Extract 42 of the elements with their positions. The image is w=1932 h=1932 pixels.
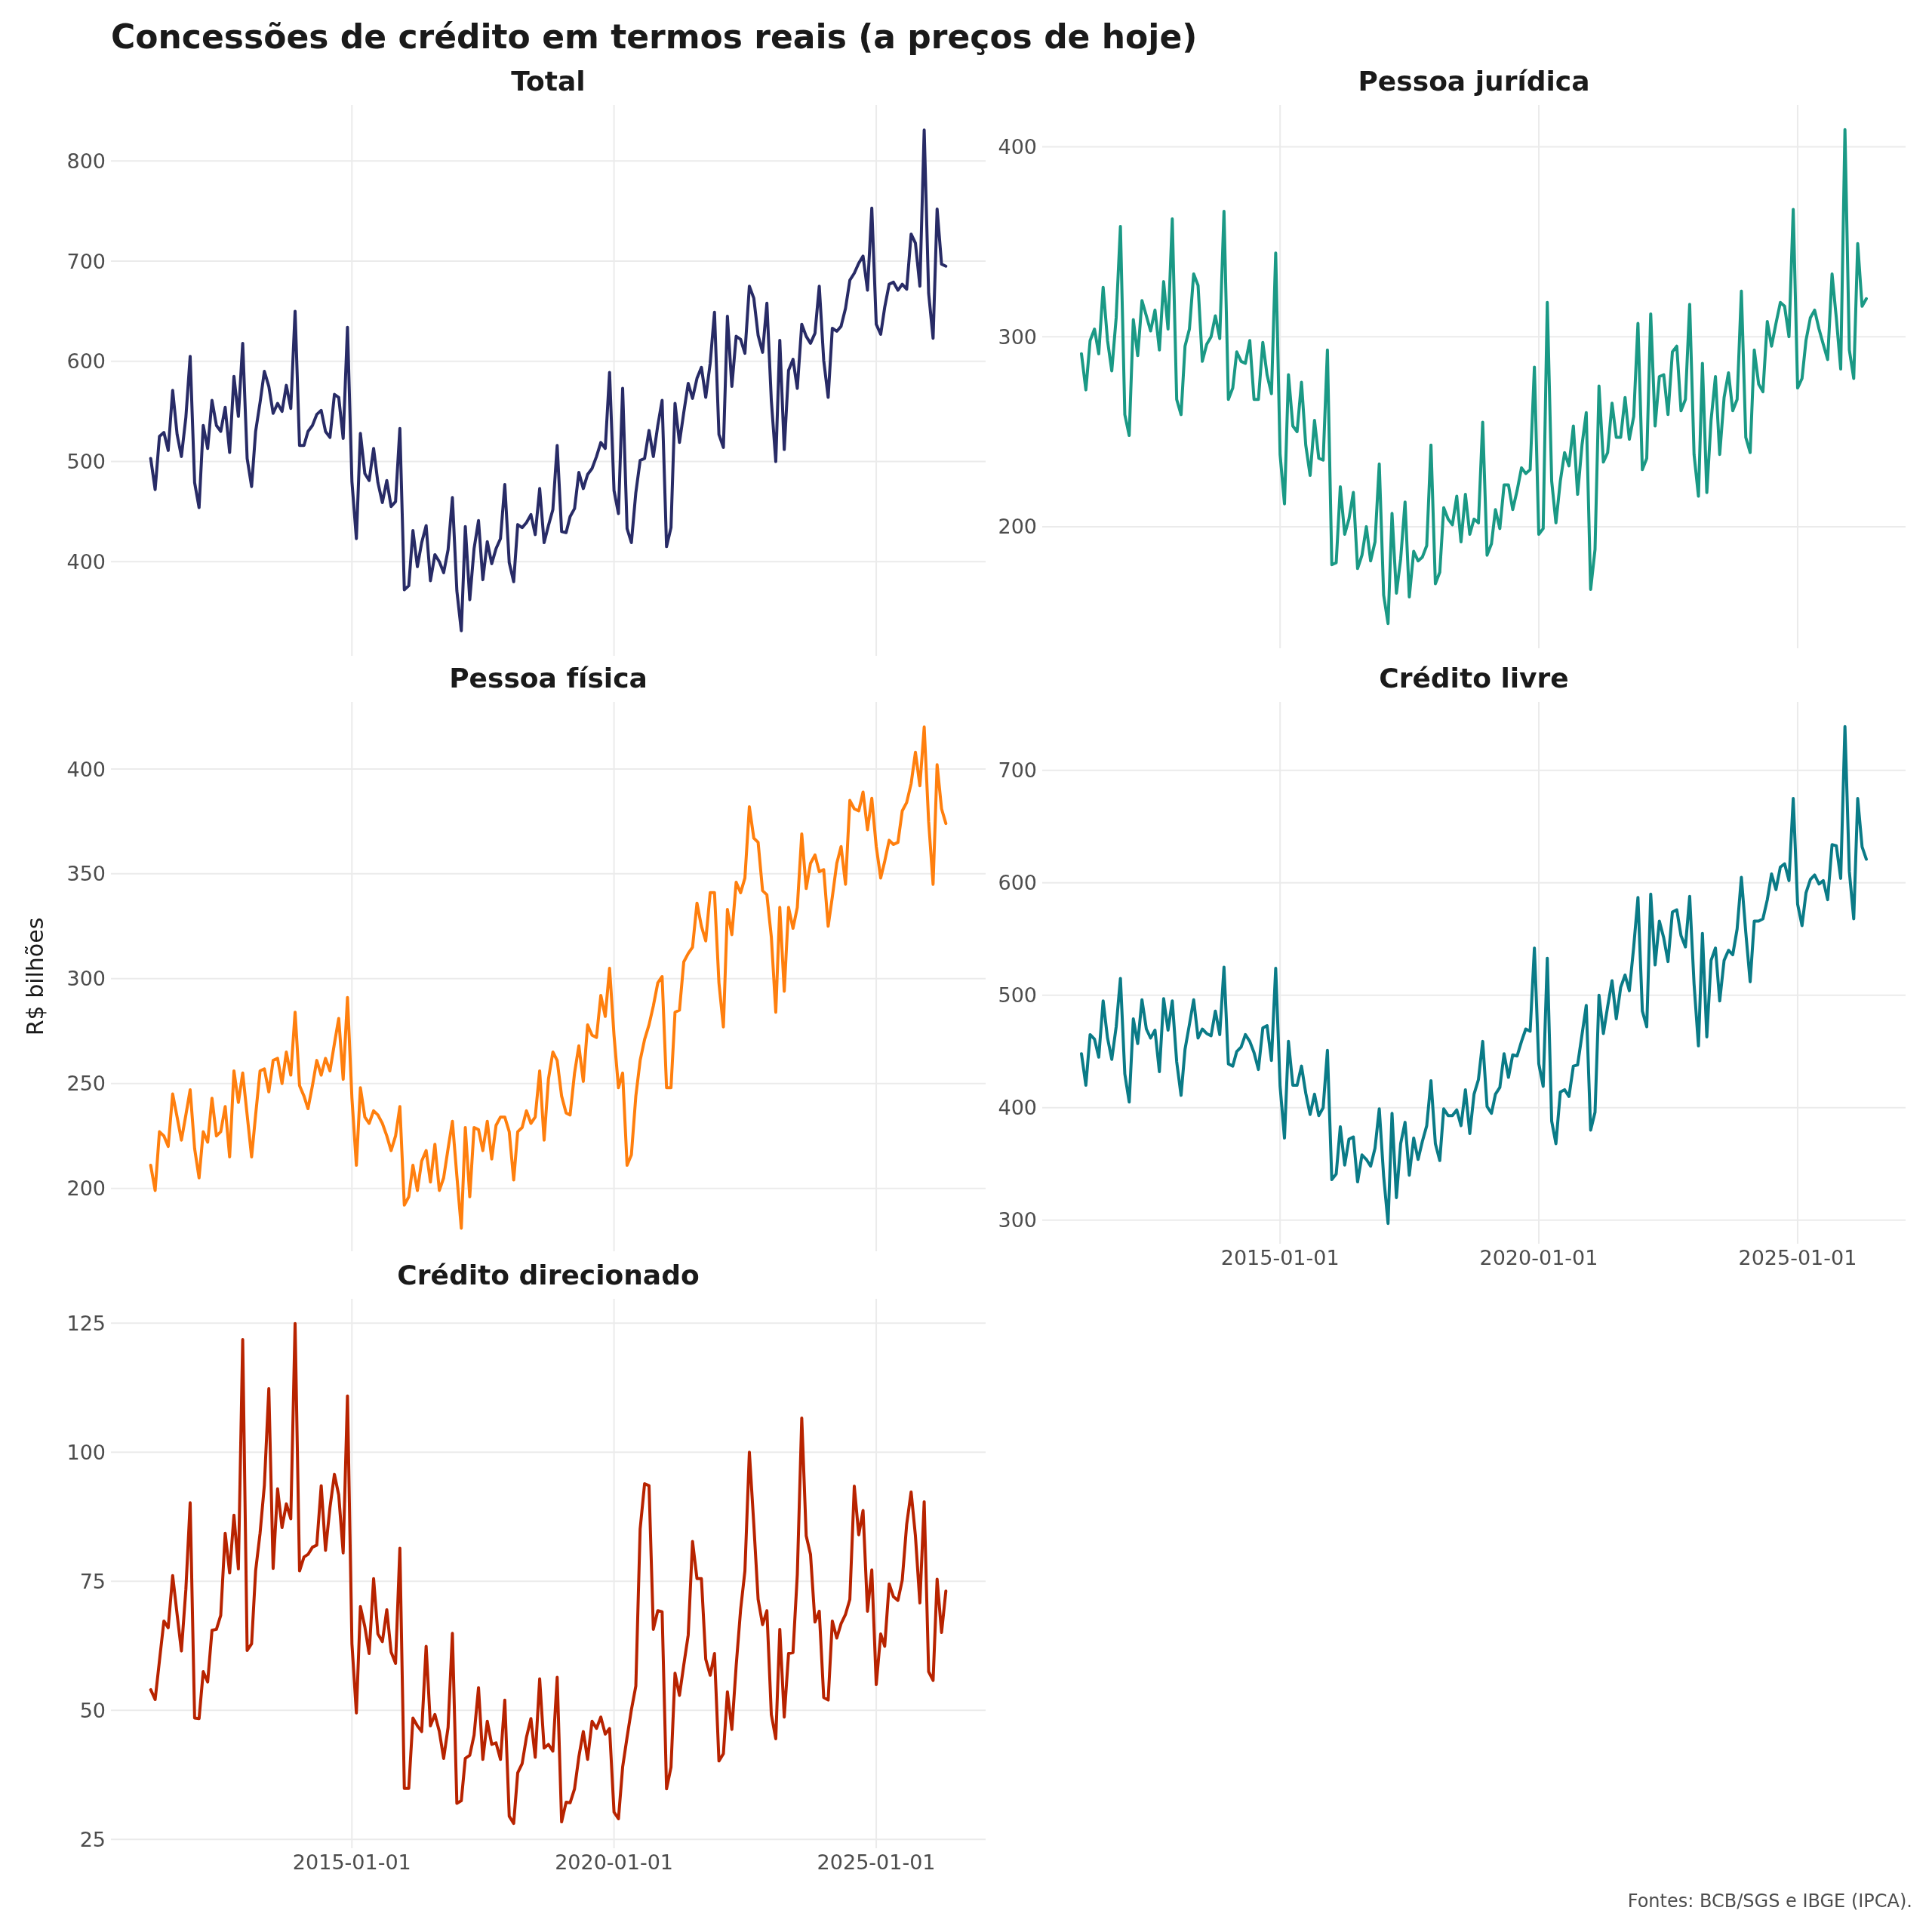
x-tick-label: 2015-01-01 xyxy=(1220,1246,1340,1270)
y-tick-label: 600 xyxy=(998,871,1037,895)
y-axis-title: R$ bilhões xyxy=(21,917,48,1036)
y-tick-label: 75 xyxy=(79,1569,106,1593)
y-tick-label: 350 xyxy=(66,862,106,886)
chart-title: Crédito livre xyxy=(1378,662,1570,695)
chart-title: Crédito direcionado xyxy=(396,1259,700,1292)
x-tick-label: 2020-01-01 xyxy=(1479,1246,1598,1270)
text: Fontes: BCB/SGS e IBGE (IPCA). xyxy=(1627,1890,1912,1912)
y-tick-label: 700 xyxy=(998,758,1037,783)
text: Concessões de crédito em termos reais (a preços de hoje) xyxy=(111,17,1198,57)
x-tick-label: 2015-01-01 xyxy=(292,1850,411,1875)
x-tick-label: 2020-01-01 xyxy=(555,1850,674,1875)
y-tick-label: 125 xyxy=(66,1311,106,1335)
y-tick-label: 250 xyxy=(66,1072,106,1096)
y-tick-label: 300 xyxy=(998,1208,1037,1232)
chart-title: Pessoa física xyxy=(448,662,648,695)
chart-title: Total xyxy=(510,65,586,98)
y-tick-label: 500 xyxy=(998,983,1037,1008)
y-tick-label: 400 xyxy=(998,1096,1037,1120)
y-tick-label: 50 xyxy=(79,1698,106,1722)
x-tick-label: 2025-01-01 xyxy=(817,1850,936,1875)
y-tick-label: 400 xyxy=(998,134,1037,158)
y-tick-label: 800 xyxy=(66,149,106,173)
y-tick-label: 100 xyxy=(66,1440,106,1464)
line-series xyxy=(1080,128,1868,626)
line-series xyxy=(149,1321,948,1826)
line-series xyxy=(1080,724,1868,1226)
y-tick-label: 400 xyxy=(66,757,106,781)
y-tick-label: 600 xyxy=(66,349,106,374)
x-tick-label: 2025-01-01 xyxy=(1738,1246,1857,1270)
y-tick-label: 300 xyxy=(66,967,106,991)
y-tick-label: 300 xyxy=(998,325,1037,349)
line-series xyxy=(149,128,948,632)
y-tick-label: 400 xyxy=(66,549,106,574)
y-tick-label: 700 xyxy=(66,249,106,273)
chart-title: Pessoa jurídica xyxy=(1357,65,1591,98)
line-series xyxy=(149,725,948,1230)
y-tick-label: 25 xyxy=(79,1827,106,1851)
y-tick-label: 200 xyxy=(66,1177,106,1201)
y-tick-label: 500 xyxy=(66,450,106,474)
y-tick-label: 200 xyxy=(998,515,1037,539)
